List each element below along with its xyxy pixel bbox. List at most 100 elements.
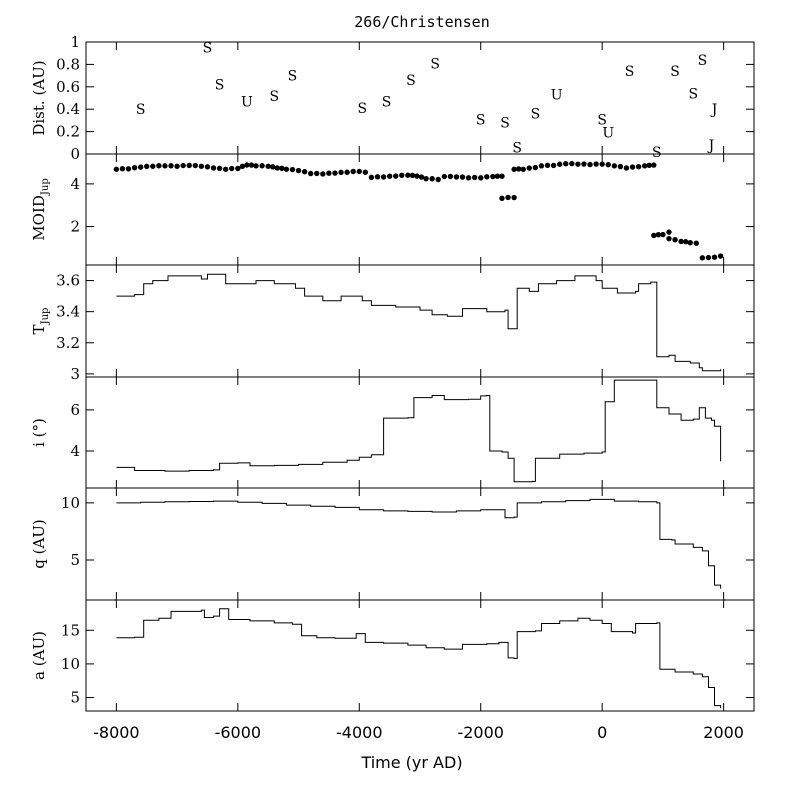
moid-point: [441, 173, 447, 180]
series-line-q: [116, 498, 722, 589]
moid-point: [717, 253, 724, 259]
moid-point: [435, 176, 441, 183]
moid-point: [666, 229, 672, 235]
moid-point: [235, 165, 241, 172]
moid-point: [144, 163, 150, 170]
encounter-marker: S: [430, 56, 440, 72]
moid-point: [386, 173, 393, 179]
y-tick-label: 0.8: [56, 55, 80, 73]
moid-point: [660, 231, 666, 238]
y-tick-label: 6: [70, 401, 80, 419]
panel-q: 5 10 q (AU): [30, 487, 755, 601]
moid-point: [362, 169, 369, 175]
panel-incl: 4 6 i (°): [30, 376, 755, 489]
encounter-marker: S: [203, 41, 213, 57]
y-axis-label-text: T: [30, 324, 48, 334]
y-axis-label: i (°): [30, 418, 48, 447]
moid-point: [265, 163, 271, 169]
moid-point: [635, 164, 642, 170]
moid-point: [380, 174, 387, 180]
x-tick-label: -4000: [336, 723, 383, 742]
moid-point: [125, 166, 132, 172]
moid-point: [641, 163, 648, 169]
panel-frame: [85, 153, 755, 266]
y-tick-label: 2: [70, 218, 80, 236]
moid-point: [301, 169, 308, 175]
moid-point: [192, 162, 199, 169]
moid-point: [405, 172, 411, 178]
moid-point: [575, 161, 581, 167]
y-axis-label: MOIDJup: [30, 178, 51, 240]
moid-point: [515, 166, 522, 172]
x-tick-label: 0: [597, 723, 607, 742]
moid-point: [623, 165, 630, 171]
moid-point: [368, 174, 375, 181]
moid-point: [418, 174, 425, 180]
y-axis-label-subscript: Jup: [40, 308, 51, 326]
y-tick-label: 3.2: [56, 334, 80, 352]
moid-point: [429, 176, 435, 182]
moid-point: [414, 173, 420, 179]
encounter-marker: U: [551, 88, 563, 104]
moid-point: [484, 174, 490, 180]
encounter-marker: S: [597, 112, 607, 128]
y-tick-label: 3.4: [56, 303, 80, 321]
moid-point: [605, 161, 611, 168]
y-axis-label: Dist. (AU): [30, 60, 48, 135]
panel-frame: [85, 599, 755, 712]
series-line-a: [116, 608, 722, 709]
y-tick-label: 10: [61, 494, 80, 512]
moid-point: [295, 167, 302, 174]
moid-point: [544, 162, 551, 169]
encounter-marker: S: [625, 64, 635, 80]
moid-point: [678, 238, 684, 245]
moid-point: [113, 166, 120, 172]
moid-point: [629, 164, 636, 170]
encounter-marker: S: [670, 64, 680, 80]
moid-point: [682, 239, 689, 245]
moid-point: [478, 175, 484, 181]
y-tick-label: 5: [70, 689, 80, 707]
moid-point: [538, 163, 545, 169]
encounter-marker: J: [710, 102, 718, 118]
moid-point: [550, 162, 557, 169]
y-tick-label: 10: [61, 655, 80, 673]
moid-point: [705, 254, 712, 261]
moid-point: [326, 170, 332, 176]
moid-point: [593, 161, 599, 167]
encounter-marker: S: [382, 94, 392, 110]
moid-point: [581, 161, 587, 167]
moid-point: [338, 169, 344, 176]
y-tick-label: 3: [70, 365, 80, 383]
y-axis-label-subscript: Jup: [40, 178, 51, 196]
panel-tjup: 3 3.2 3.4 3.6 TJup: [30, 264, 755, 383]
moid-point: [511, 194, 517, 201]
panel-a: 5 10 15 a (AU): [30, 599, 755, 712]
y-tick-label: 0.2: [56, 123, 80, 141]
moid-point: [471, 174, 478, 181]
moid-point: [332, 170, 338, 176]
y-tick-label: 1: [70, 33, 80, 51]
y-tick-label: 3.6: [56, 272, 80, 290]
encounter-marker: S: [215, 78, 225, 94]
moid-point: [563, 161, 569, 167]
moid-point: [666, 235, 672, 242]
moid-point: [465, 175, 472, 181]
moid-point: [350, 168, 356, 175]
moid-point: [711, 254, 718, 260]
panel-frame: [85, 487, 755, 601]
moid-point: [259, 163, 265, 169]
moid-point: [289, 166, 296, 173]
moid-point: [204, 164, 211, 170]
moid-point: [453, 174, 460, 180]
moid-point: [617, 163, 624, 170]
moid-point: [222, 166, 229, 172]
moid-point: [447, 173, 454, 180]
moid-point: [687, 239, 693, 246]
moid-point: [646, 162, 652, 169]
series-line-tjup: [116, 273, 722, 372]
x-tick-label: -2000: [457, 723, 504, 742]
y-axis-label-text: MOID: [30, 195, 48, 241]
moid-point: [499, 195, 505, 201]
